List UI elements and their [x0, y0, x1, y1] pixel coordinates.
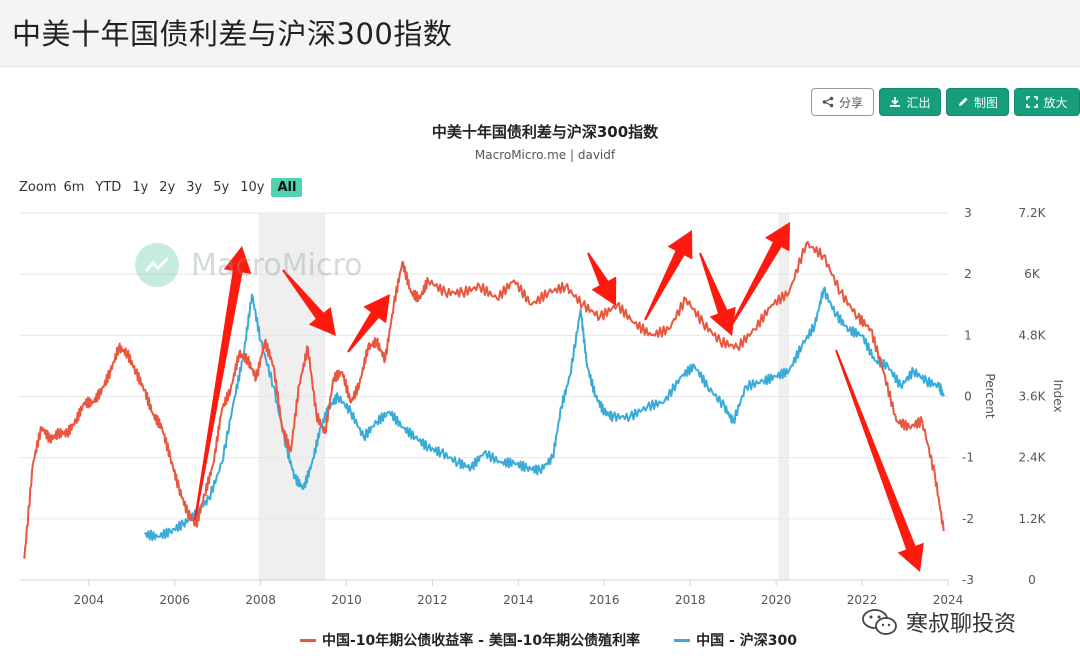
x-tick-label: 2016 [589, 593, 620, 607]
x-tick-label: 2022 [847, 593, 878, 607]
zoom-label-text: Zoom [19, 179, 57, 195]
chart-subtitle: MacroMicro.me | davidf [475, 148, 616, 162]
zoom-range-selector: Zoom 6m YTD 1y 2y 3y 5y 10y All [19, 176, 303, 198]
expand-icon [1026, 96, 1039, 108]
left-tick-label: -3 [962, 573, 974, 587]
macromicro-watermark: MacroMicro [135, 243, 363, 287]
x-tick-label: 2010 [331, 593, 362, 607]
x-tick-label: 2012 [417, 593, 448, 607]
x-tick-label: 2024 [933, 593, 964, 607]
right-tick-label: 0 [1028, 573, 1036, 587]
fullscreen-button[interactable]: 放大 [1014, 88, 1080, 116]
left-tick-label: 3 [964, 206, 972, 220]
wechat-icon [862, 609, 897, 635]
zoom-all[interactable]: All [271, 177, 303, 197]
annotation-arrows [194, 222, 924, 572]
annotation-arrow-2 [347, 294, 390, 353]
export-button[interactable]: 汇出 [879, 88, 941, 116]
export-label: 汇出 [906, 95, 931, 110]
series-line-csi300 [143, 286, 945, 542]
zoom-2y[interactable]: 2y [159, 179, 176, 195]
right-tick-label: 2.4K [1019, 451, 1047, 465]
wechat-account-name: 寒叔聊投资 [906, 612, 1017, 637]
series-line-spread [23, 240, 945, 559]
chart-canvas: 中美十年国债利差与沪深300指数 MacroMicro.me | davidf … [20, 123, 1065, 607]
share-button[interactable]: 分享 [811, 88, 874, 116]
left-tick-label: 1 [964, 328, 972, 342]
draw-label: 制图 [973, 95, 998, 110]
annotation-arrow-1 [282, 269, 336, 336]
right-tick-label: 3.6K [1019, 390, 1047, 404]
wechat-watermark: 寒叔聊投资 [860, 606, 1016, 638]
annotation-arrow-5 [699, 252, 736, 336]
legend-swatch-spread [300, 638, 316, 642]
zoom-label: 放大 [1043, 95, 1068, 110]
right-tick-label: 1.2K [1019, 512, 1047, 526]
annotation-arrow-6 [729, 222, 790, 329]
share-icon [822, 96, 834, 108]
x-tick-label: 2008 [245, 593, 276, 607]
page-title: 中美十年国债利差与沪深300指数 [12, 17, 453, 51]
annotation-arrow-0 [194, 246, 252, 521]
chart-title: 中美十年国债利差与沪深300指数 [432, 123, 659, 141]
zoom-3y[interactable]: 3y [186, 179, 203, 195]
macromicro-logo-icon [135, 243, 179, 287]
x-tick-label: 2004 [73, 593, 104, 607]
share-label: 分享 [838, 95, 863, 110]
zoom-5y[interactable]: 5y [213, 179, 230, 195]
x-tick-label: 2006 [159, 593, 190, 607]
chart-legend: 中国-10年期公债收益率 - 美国-10年期公债殖利率 中国 - 沪深300 [300, 630, 797, 650]
left-tick-label: 2 [964, 267, 972, 281]
annotation-arrow-3 [587, 252, 617, 306]
annotation-arrow-4 [644, 230, 693, 321]
right-tick-label: 6K [1024, 267, 1041, 281]
zoom-1y[interactable]: 1y [132, 179, 149, 195]
right-tick-label: 4.8K [1019, 328, 1047, 342]
left-axis-label: Percent [983, 373, 997, 418]
right-tick-label: 7.2K [1019, 206, 1047, 220]
pencil-icon [958, 97, 968, 106]
x-tick-label: 2020 [761, 593, 792, 607]
page-header: 中美十年国债利差与沪深300指数 [0, 0, 1080, 67]
legend-label-csi300: 中国 - 沪深300 [696, 633, 797, 649]
annotation-arrow-7 [835, 349, 924, 572]
zoom-6m[interactable]: 6m [63, 179, 85, 195]
draw-button[interactable]: 制图 [946, 88, 1009, 116]
x-tick-label: 2014 [503, 593, 534, 607]
legend-label-spread: 中国-10年期公债收益率 - 美国-10年期公债殖利率 [322, 633, 641, 649]
zoom-ytd[interactable]: YTD [95, 179, 122, 195]
x-tick-label: 2018 [675, 593, 706, 607]
legend-item-csi300[interactable]: 中国 - 沪深300 [674, 630, 797, 650]
left-tick-label: -1 [962, 451, 974, 465]
legend-item-spread[interactable]: 中国-10年期公债收益率 - 美国-10年期公债殖利率 [300, 630, 640, 650]
right-axis-label: Index [1051, 379, 1065, 412]
legend-swatch-csi300 [674, 638, 691, 642]
left-tick-label: 0 [964, 390, 972, 404]
zoom-10y[interactable]: 10y [240, 179, 265, 195]
download-icon [890, 97, 901, 107]
macromicro-watermark-text: MacroMicro [191, 247, 363, 283]
left-tick-label: -2 [962, 512, 974, 526]
